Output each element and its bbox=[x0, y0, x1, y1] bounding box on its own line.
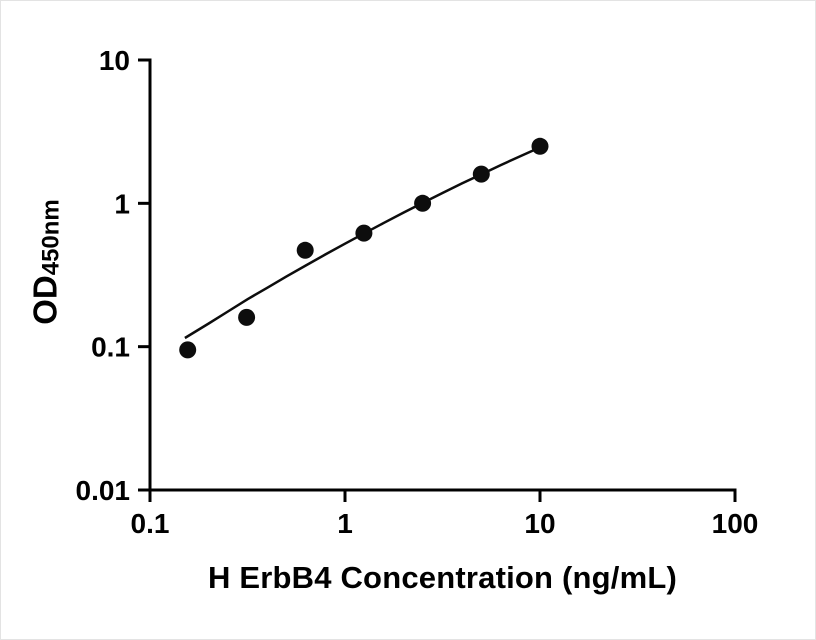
y-axis-title: OD450nm bbox=[27, 199, 66, 325]
x-tick-label: 1 bbox=[337, 508, 353, 539]
data-point bbox=[296, 241, 314, 259]
data-point bbox=[414, 194, 432, 212]
y-tick-label: 10 bbox=[99, 45, 130, 76]
x-axis-title: H ErbB4 Concentration (ng/mL) bbox=[207, 560, 678, 595]
y-axis-title-sub: 450nm bbox=[37, 199, 65, 276]
y-axis-title-main: OD bbox=[26, 275, 64, 325]
y-tick-label: 0.01 bbox=[76, 475, 131, 506]
x-tick-label: 10 bbox=[524, 508, 555, 539]
x-tick-label: 100 bbox=[712, 508, 759, 539]
y-tick-label: 0.1 bbox=[91, 332, 130, 363]
data-point bbox=[179, 341, 197, 359]
data-point bbox=[472, 165, 490, 183]
x-tick-label: 0.1 bbox=[131, 508, 170, 539]
data-point bbox=[238, 308, 256, 326]
data-point bbox=[355, 224, 373, 242]
y-tick-label: 1 bbox=[114, 188, 130, 219]
data-point bbox=[531, 137, 549, 155]
